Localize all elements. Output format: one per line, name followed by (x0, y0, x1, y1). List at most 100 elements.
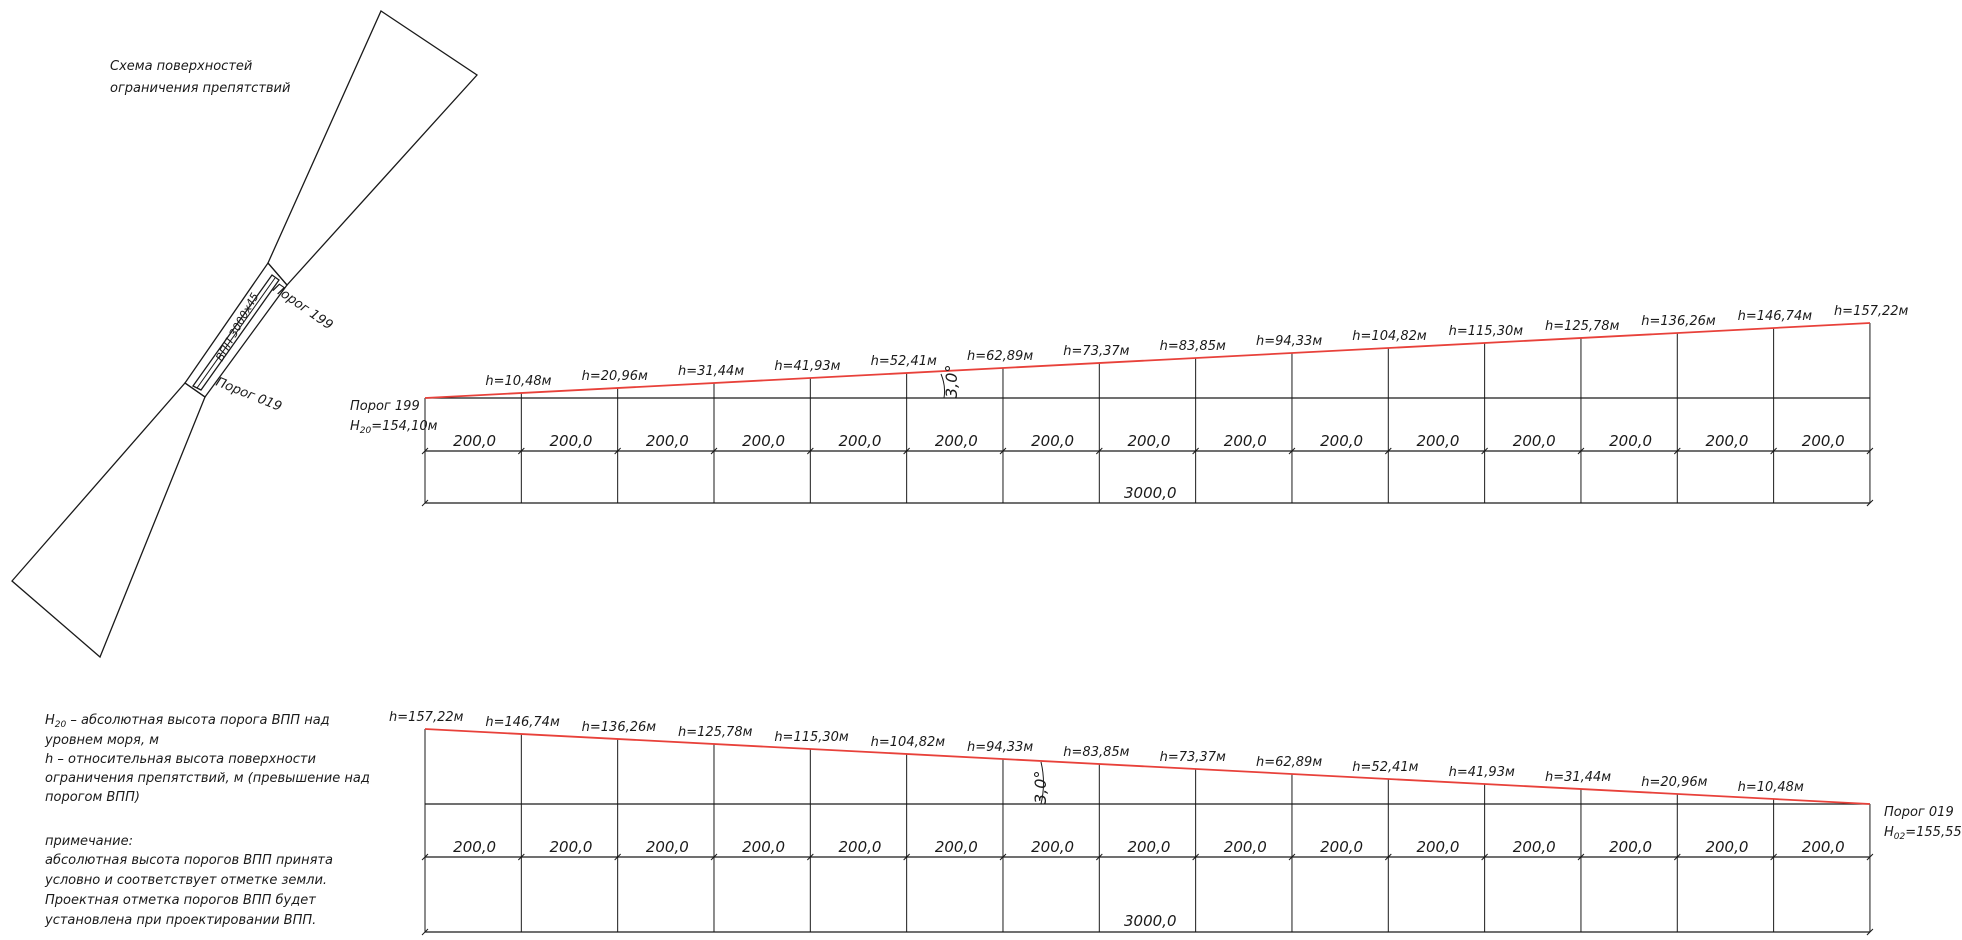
profile-199-height-label: h=94,33м (1256, 334, 1322, 349)
threshold-199-label: Порог 199 (270, 281, 336, 333)
approach-surface-upper (267, 10, 478, 286)
profile-019-height-label: h=157,22м (389, 710, 464, 725)
legend-line-2: h – относительная высота поверхности (45, 752, 316, 767)
legend-h20-text: – абсолютная высота порога ВПП над (66, 713, 329, 728)
profile-199-surface-line (424, 322, 1871, 399)
profile-019-height-label: h=94,33м (967, 740, 1033, 755)
profile-199-height-label: h=83,85м (1160, 339, 1226, 354)
profile-019-height-label: h=115,30м (774, 730, 849, 745)
profile-199-verticals (421, 323, 1874, 507)
profile-199-segment-label: 200,0 (453, 432, 496, 450)
runway-strip-inner (192, 274, 280, 391)
profile-199-segment-label: 200,0 (1802, 432, 1845, 450)
profile-199-segment-label: 200,0 (1127, 432, 1170, 450)
profile-019-labels: h=157,22м h=146,74м h=136,26м h=125,78м h=11… (389, 710, 1845, 856)
legend-h20-prefix: H (45, 713, 55, 728)
profile-199-height-label: h=125,78м (1545, 319, 1620, 334)
approach-surface-lower (11, 382, 206, 659)
note-line-3: Проектная отметка порогов ВПП будет (45, 893, 316, 908)
profile-019-threshold-value: =155,55м (1905, 825, 1962, 840)
profile-019-height-label: h=146,74м (485, 715, 560, 730)
profile-199-segment-label: 200,0 (1705, 432, 1748, 450)
legend-line-4: порогом ВПП) (45, 790, 140, 805)
note-title: примечание: (45, 834, 133, 849)
profile-199-height-label: h=115,30м (1449, 324, 1524, 339)
profile-019-threshold-name: Порог 019 (1884, 805, 1954, 820)
profile-199-segment-label: 200,0 (646, 432, 689, 450)
profile-199-height-label: h=146,74м (1738, 309, 1813, 324)
threshold-019-label: Порог 019 (214, 375, 284, 415)
profile-019-height-label: h=20,96м (1641, 775, 1707, 790)
profile-199-height-label: h=41,93м (774, 359, 840, 374)
profile-199-height-label: h=31,44м (678, 364, 744, 379)
profile-019-segment-label: 200,0 (1513, 838, 1556, 856)
profile-019-height-label: h=41,93м (1449, 765, 1515, 780)
profile-199-height-label: h=62,89м (967, 349, 1033, 364)
profile-019-segment-label: 200,0 (1416, 838, 1459, 856)
profile-199-threshold-height: H20=154,10м (350, 419, 438, 436)
legend-h20: H20 – абсолютная высота порога ВПП над (45, 713, 330, 730)
scheme-title-line-2: ограничения препятствий (110, 81, 290, 96)
profile-019-threshold-height: H02=155,55м (1884, 825, 1962, 842)
profile-199-total: 3000,0 (1124, 484, 1177, 502)
legend-block: H20 – абсолютная высота порога ВПП над у… (44, 713, 370, 805)
profile-019-segment-label: 200,0 (1127, 838, 1170, 856)
profile-019-segment-label: 200,0 (646, 838, 689, 856)
profile-199-segment-label: 200,0 (1320, 432, 1363, 450)
profile-019: h=157,22м h=146,74м h=136,26м h=125,78м h=11… (389, 710, 1962, 936)
runway-strip-outer (184, 261, 288, 398)
profile-199-segment-label: 200,0 (742, 432, 785, 450)
runway-centerline (196, 277, 276, 389)
profile-019-height-label: h=62,89м (1256, 755, 1322, 770)
legend-h20-sub: 20 (55, 720, 67, 730)
profile-019-segment-label: 200,0 (549, 838, 592, 856)
profile-199-segment-label: 200,0 (1513, 432, 1556, 450)
profile-199-threshold-name: Порог 199 (350, 399, 420, 414)
profile-199-segment-label: 200,0 (1031, 432, 1074, 450)
profile-019-height-label: h=104,82м (871, 735, 946, 750)
profile-199-labels: h=10,48м h=20,96м h=31,44м h=41,93м h=52,41м… (453, 304, 1908, 450)
profile-199-height-label: h=104,82м (1352, 329, 1427, 344)
profile-199-height-label: h=157,22м (1834, 304, 1909, 319)
profile-019-height-label: h=31,44м (1545, 770, 1611, 785)
profile-199-height-label: h=20,96м (582, 369, 648, 384)
profile-199-segment-label: 200,0 (838, 432, 881, 450)
legend-line-3: ограничения препятствий, м (превышение н… (45, 771, 370, 786)
note-block: примечание: абсолютная высота порогов ВП… (44, 834, 333, 928)
profile-019-verticals (421, 729, 1874, 936)
profile-019-total: 3000,0 (1124, 912, 1177, 930)
profile-019-height-label: h=52,41м (1352, 760, 1418, 775)
profile-019-segment-label: 200,0 (838, 838, 881, 856)
profile-019-height-label: h=136,26м (582, 720, 657, 735)
profile-019-height-label: h=83,85м (1063, 745, 1129, 760)
profile-019-segment-label: 200,0 (935, 838, 978, 856)
profile-019-segment-label: 200,0 (1705, 838, 1748, 856)
profile-199-segment-label: 200,0 (1609, 432, 1652, 450)
profile-199-segment-label: 200,0 (1224, 432, 1267, 450)
profile-019-angle: 3,0° (1031, 771, 1050, 804)
profile-199-segment-label: 200,0 (1416, 432, 1459, 450)
profile-019-threshold-sub: 02 (1894, 832, 1906, 842)
scheme-diagram: Схема поверхностей ограничения препятств… (11, 10, 478, 659)
profile-019-segment-label: 200,0 (1802, 838, 1845, 856)
note-line-4: установлена при проектировании ВПП. (44, 913, 316, 928)
profile-199-angle-arc (940, 373, 946, 399)
profile-019-segment-label: 200,0 (1320, 838, 1363, 856)
profile-199: h=10,48м h=20,96м h=31,44м h=41,93м h=52,41м… (350, 304, 1909, 507)
profile-199-threshold-sub: 20 (360, 426, 372, 436)
profile-199-angle: 3,0° (942, 365, 961, 398)
profile-019-segment-label: 200,0 (742, 838, 785, 856)
profile-019-segment-label: 200,0 (453, 838, 496, 856)
legend-line-1: уровнем моря, м (44, 733, 159, 748)
profile-199-height-label: h=10,48м (485, 374, 551, 389)
profile-019-segment-label: 200,0 (1224, 838, 1267, 856)
profile-199-segment-label: 200,0 (935, 432, 978, 450)
profile-019-angle-arc (1040, 761, 1044, 805)
profile-019-height-label: h=10,48м (1738, 780, 1804, 795)
scheme-title-line-1: Схема поверхностей (110, 59, 252, 74)
profile-199-segment-label: 200,0 (549, 432, 592, 450)
profile-019-segment-label: 200,0 (1031, 838, 1074, 856)
profile-199-threshold-value: =154,10м (371, 419, 437, 434)
note-line-1: абсолютная высота порогов ВПП принята (45, 853, 333, 868)
